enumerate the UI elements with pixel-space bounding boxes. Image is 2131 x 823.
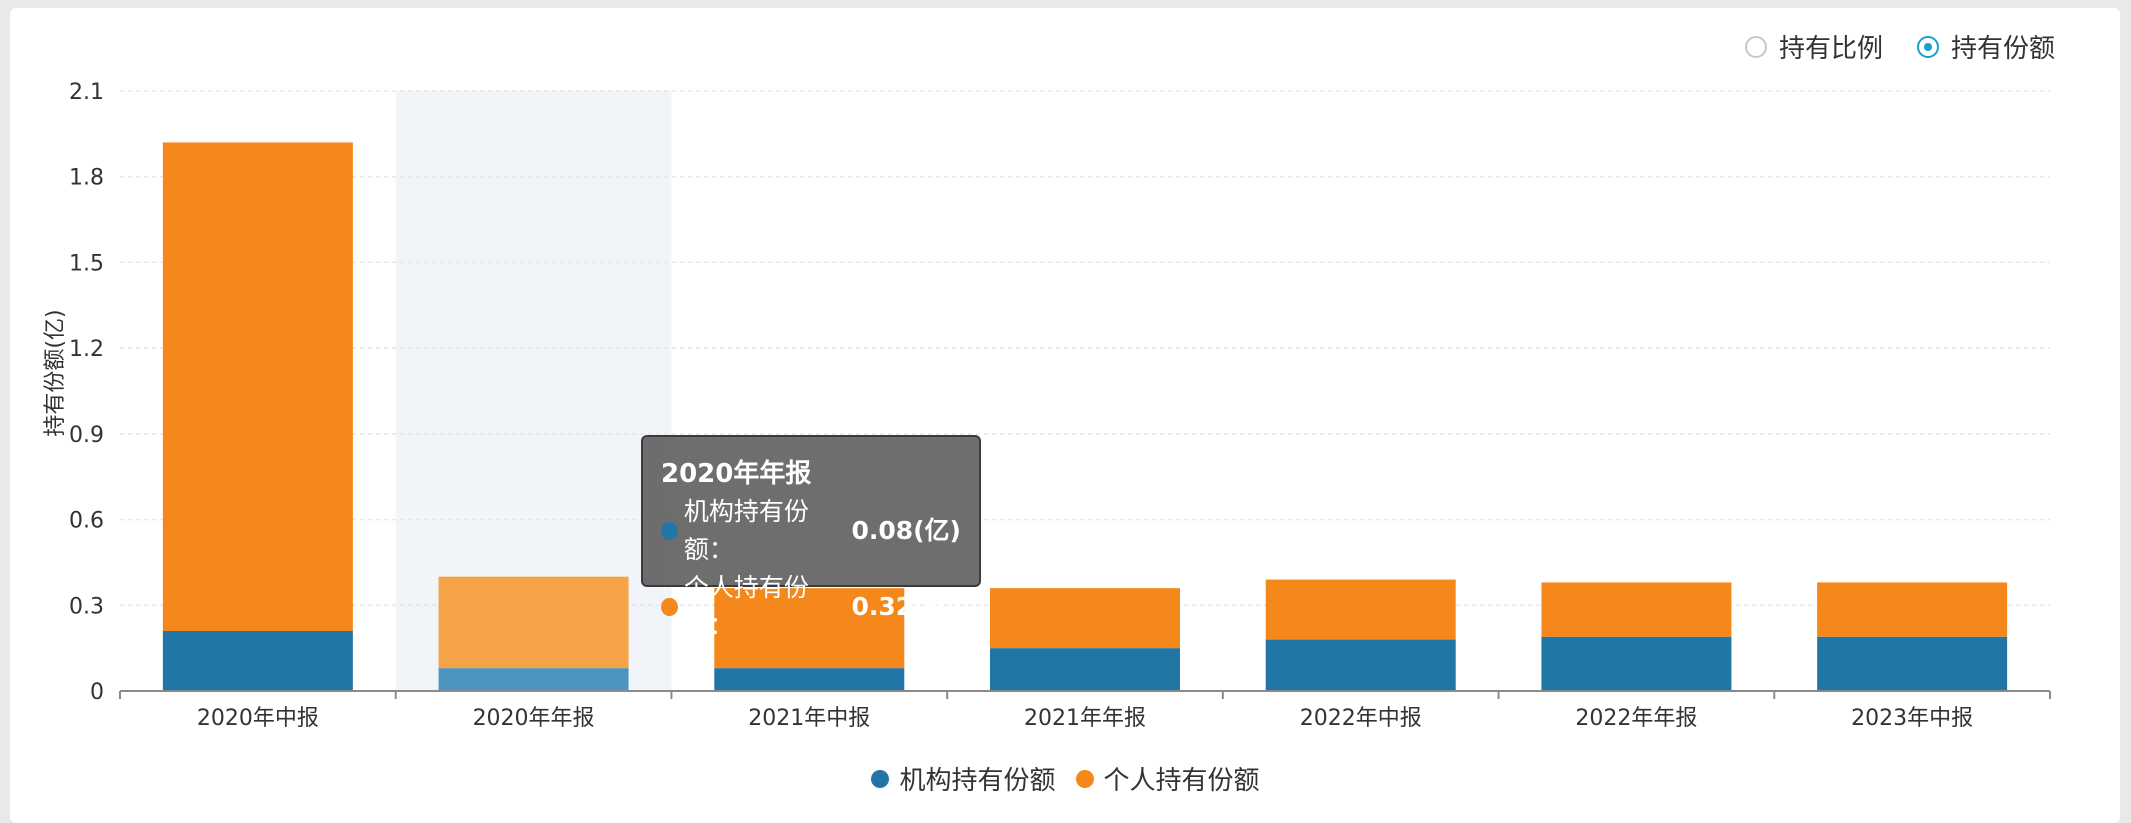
y-axis-label: 持有份额(亿) bbox=[43, 309, 68, 436]
bar-segment-institution[interactable] bbox=[1265, 639, 1456, 691]
legend-marker-icon bbox=[1075, 769, 1094, 788]
bar-segment-individual[interactable] bbox=[1265, 579, 1456, 640]
radio-label: 持有份额 bbox=[1950, 34, 2055, 64]
bar-segment-institution[interactable] bbox=[162, 631, 353, 691]
y-tick-label: 1.5 bbox=[69, 251, 104, 276]
x-tick-label: 2020年年报 bbox=[473, 706, 595, 731]
legend-label: 机构持有份额 bbox=[899, 766, 1056, 796]
tooltip-value: 0.32(亿) bbox=[851, 592, 961, 621]
y-tick-label: 0.6 bbox=[69, 509, 104, 534]
bar-segment-institution[interactable] bbox=[714, 668, 905, 691]
x-tick-label: 2023年中报 bbox=[1851, 706, 1973, 731]
radio-unchecked-icon bbox=[1744, 35, 1767, 58]
bar-segment-individual[interactable] bbox=[438, 576, 629, 669]
radio-holding-ratio[interactable]: 持有比例 bbox=[1744, 28, 1883, 65]
y-tick-label: 1.2 bbox=[69, 337, 104, 362]
x-tick-label: 2021年中报 bbox=[748, 706, 870, 731]
y-tick-label: 1.8 bbox=[69, 166, 104, 191]
bar-segment-institution[interactable] bbox=[990, 648, 1180, 691]
y-tick-label: 2.1 bbox=[69, 80, 104, 105]
series-marker-icon bbox=[661, 598, 678, 616]
tooltip-title: 2020年年报 bbox=[661, 459, 812, 489]
series-marker-icon bbox=[661, 522, 678, 540]
radio-holding-shares[interactable]: 持有份额 bbox=[1916, 28, 2055, 65]
radio-label: 持有比例 bbox=[1778, 34, 1883, 64]
tooltip-row-institution: 机构持有份额： 0.08(亿) bbox=[661, 493, 961, 569]
legend-marker-icon bbox=[871, 769, 890, 788]
y-tick-label: 0.3 bbox=[69, 594, 104, 619]
tooltip: 2020年年报 机构持有份额： 0.08(亿) 个人持有份额： 0.32(亿) bbox=[641, 435, 981, 640]
x-tick-label: 2020年中报 bbox=[197, 706, 319, 731]
bar-segment-institution[interactable] bbox=[1817, 636, 2008, 691]
legend-label: 个人持有份额 bbox=[1103, 766, 1260, 796]
x-tick-label: 2022年中报 bbox=[1300, 706, 1422, 731]
y-tick-label: 0 bbox=[90, 680, 104, 705]
bar-segment-individual[interactable] bbox=[162, 142, 353, 631]
tooltip-row-individual: 个人持有份额： 0.32(亿) bbox=[661, 569, 961, 645]
legend-item-institution[interactable]: 机构持有份额 bbox=[871, 760, 1056, 797]
radio-checked-icon bbox=[1916, 35, 1939, 58]
tooltip-label: 个人持有份额： bbox=[683, 573, 809, 640]
y-tick-label: 0.9 bbox=[69, 423, 104, 448]
tooltip-value: 0.08(亿) bbox=[851, 516, 961, 545]
chart-legend: 机构持有份额 个人持有份额 bbox=[0, 760, 2131, 797]
display-mode-toggle: 持有比例 持有份额 bbox=[1744, 28, 2055, 65]
bar-segment-individual[interactable] bbox=[1541, 582, 1732, 637]
bar-segment-institution[interactable] bbox=[1541, 636, 1732, 691]
bar-segment-individual[interactable] bbox=[714, 588, 905, 669]
bar-segment-individual[interactable] bbox=[1817, 582, 2008, 637]
tooltip-label: 机构持有份额： bbox=[683, 497, 809, 564]
x-tick-label: 2021年年报 bbox=[1024, 706, 1146, 731]
legend-item-individual[interactable]: 个人持有份额 bbox=[1075, 760, 1260, 797]
bar-segment-institution[interactable] bbox=[438, 668, 629, 691]
x-tick-label: 2022年年报 bbox=[1575, 706, 1697, 731]
bar-segment-individual[interactable] bbox=[990, 588, 1180, 649]
